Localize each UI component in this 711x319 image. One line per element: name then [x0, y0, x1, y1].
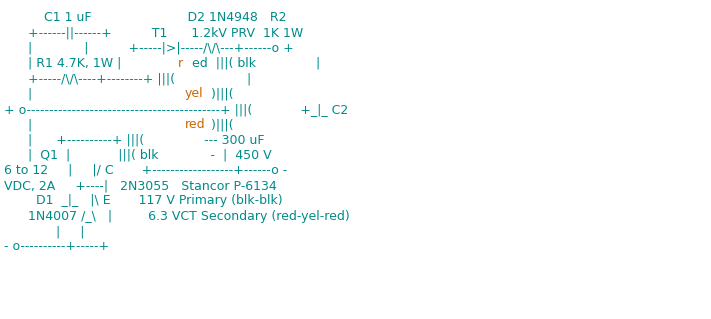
- Text: )|||(: )|||(: [208, 118, 238, 131]
- Text: r: r: [170, 57, 183, 70]
- Text: +-----/\/\----+--------+ |||(                  |: +-----/\/\----+--------+ |||( |: [4, 72, 252, 85]
- Text: +------||------+          T1      1.2kV PRV  1K 1W: +------||------+ T1 1.2kV PRV 1K 1W: [4, 26, 304, 39]
- Text: | R1 4.7K, 1W |: | R1 4.7K, 1W |: [4, 57, 126, 70]
- Text: |: |: [4, 118, 100, 131]
- Text: |  Q1  |            |||( blk             -  |  450 V: | Q1 | |||( blk - | 450 V: [4, 149, 272, 162]
- Text: |             |          +-----|>|-----/\/\---+------o +: | | +-----|>|-----/\/\---+------o +: [4, 42, 294, 55]
- Text: )|||(: )|||(: [208, 87, 238, 100]
- Text: |     |: | |: [4, 225, 85, 238]
- Text: VDC, 2A     +----|   2N3055   Stancor P-6134: VDC, 2A +----| 2N3055 Stancor P-6134: [4, 179, 277, 192]
- Text: + o-------------------------------------------+ |||(            +_|_ C2: + o-------------------------------------…: [4, 103, 348, 116]
- Text: ed  |||( blk               |: ed |||( blk |: [193, 57, 321, 70]
- Text: red: red: [185, 118, 205, 131]
- Text: 6 to 12     |     |/ C       +------------------+------o -: 6 to 12 | |/ C +------------------+-----…: [4, 164, 287, 177]
- Text: |      +----------+ |||(               --- 300 uF: | +----------+ |||( --- 300 uF: [4, 133, 264, 146]
- Text: - o----------+-----+: - o----------+-----+: [4, 240, 109, 253]
- Text: C1 1 uF                        D2 1N4948   R2: C1 1 uF D2 1N4948 R2: [4, 11, 287, 24]
- Text: 1N4007 /_\   |         6.3 VCT Secondary (red-yel-red): 1N4007 /_\ | 6.3 VCT Secondary (red-yel-…: [4, 210, 350, 223]
- Text: D1  _|_   |\ E       117 V Primary (blk-blk): D1 _|_ |\ E 117 V Primary (blk-blk): [4, 195, 283, 207]
- Text: |: |: [4, 87, 100, 100]
- Text: yel: yel: [185, 87, 203, 100]
